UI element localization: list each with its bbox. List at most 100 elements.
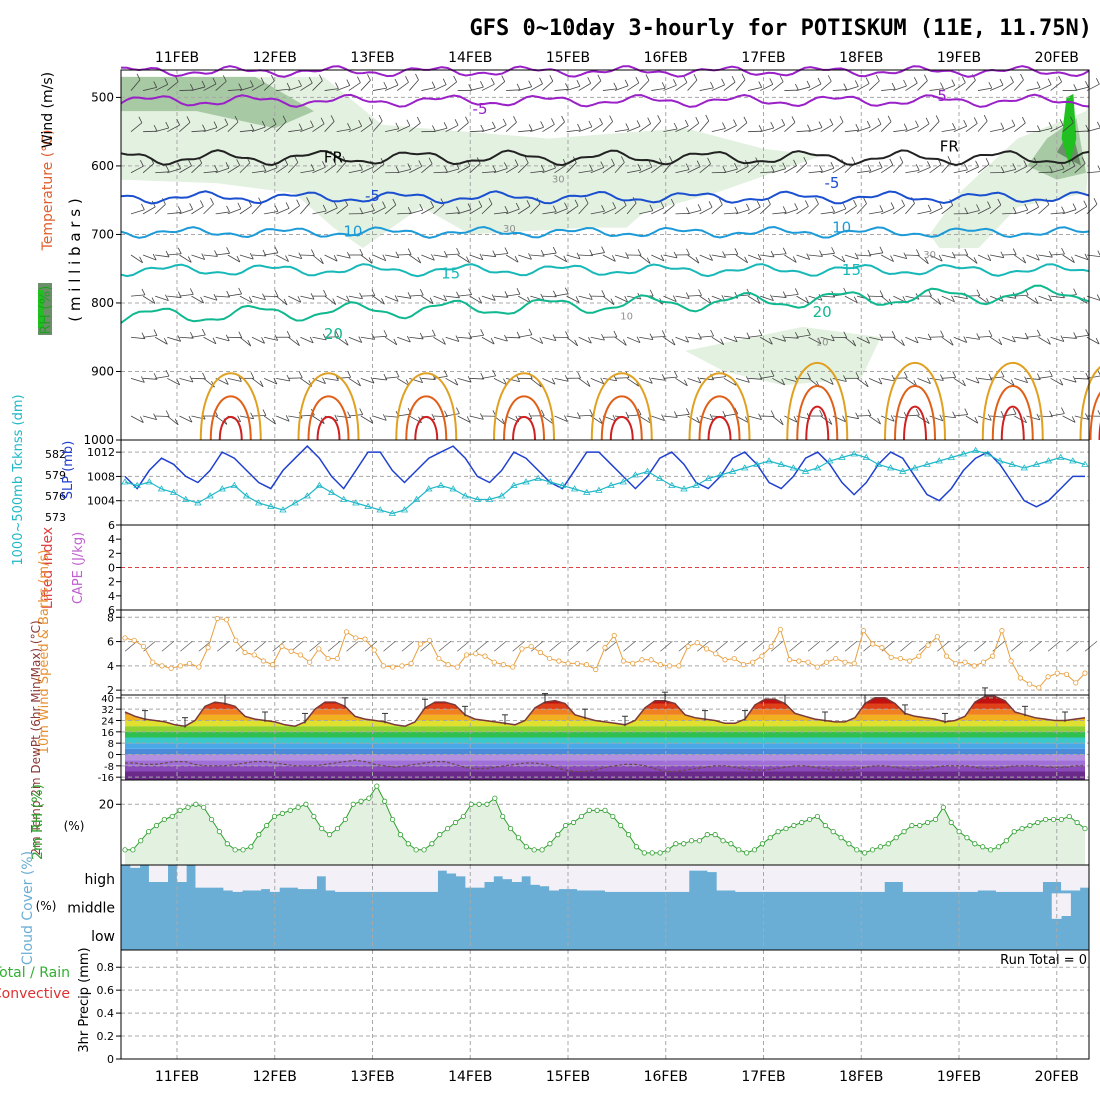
cloud-high-bar (484, 865, 494, 882)
wind-barb-flag (274, 290, 279, 297)
wind-barb-flag (888, 298, 893, 306)
wind-barb (711, 128, 726, 133)
thickness-marker (947, 453, 956, 460)
cloud-high-bar (288, 865, 299, 888)
wind-barb-flag (698, 289, 702, 296)
wind-barb (288, 295, 302, 303)
wind-barb-flag (815, 197, 819, 205)
wind-barb (457, 415, 471, 423)
wind-barb-flag (177, 162, 182, 169)
wind-barb-flag (371, 289, 376, 296)
wind-barb-flag (1085, 80, 1089, 88)
wind-barb-flag (1059, 378, 1064, 386)
wind-barb (542, 336, 557, 341)
wind-barb (493, 81, 505, 91)
wind-barb (614, 336, 627, 346)
wind-barb (602, 207, 616, 215)
wind-barb-flag (758, 329, 763, 336)
wind-barb-flag (976, 333, 981, 340)
wind-barb-flag (213, 294, 218, 301)
wind-barb-flag (419, 288, 424, 296)
wind-barb (505, 122, 517, 132)
wind-barb (372, 254, 386, 262)
wind-barb (179, 208, 193, 215)
wind-barb-flag (444, 165, 448, 173)
wind10m-point (870, 641, 876, 647)
cloud-high-bar (214, 865, 224, 888)
wind-barb (760, 127, 774, 133)
wind-barb-flag (839, 115, 844, 123)
wind-barb (203, 83, 217, 91)
wind-barb (687, 79, 698, 91)
wind-barb-flag (564, 415, 568, 422)
wind-barb-flag (722, 122, 726, 129)
wind-barb (747, 163, 759, 174)
wind-barb-flag (924, 74, 928, 81)
wind-barb (264, 336, 278, 341)
wind-barb-flag (962, 76, 966, 83)
wind-barb (191, 295, 204, 304)
temp-contour-line (120, 284, 1090, 324)
temp-warm-contour (991, 385, 1034, 441)
thickness-marker (412, 495, 421, 502)
wind-barb-flag (710, 81, 714, 89)
wind-barb-flag (1097, 369, 1100, 376)
slp-line (124, 445, 1085, 508)
wind-barb (167, 81, 179, 91)
wind-barb (675, 295, 690, 299)
thickness-marker (971, 446, 980, 453)
rh2m-point (523, 844, 529, 850)
wind-barb (179, 415, 193, 423)
wind-barb-flag (685, 292, 690, 299)
wind10m-barb (715, 641, 728, 652)
ylabel-temp-dewpoint: 2m Temp 2m DewPt (6hr Min/Max) (°C) (29, 620, 43, 855)
wind-barb (1062, 377, 1077, 383)
wind-barb (288, 336, 300, 346)
wind-barb (748, 87, 762, 91)
wind-barb (578, 170, 593, 174)
wind10m-point (879, 645, 885, 651)
wind-barb-flag (139, 256, 143, 264)
wind-barb-flag (708, 201, 713, 208)
wind-barb-flag (963, 120, 968, 127)
wind-barb (481, 295, 496, 301)
wind-barb (1062, 254, 1075, 263)
wind-barb-flag (1071, 256, 1075, 263)
wind-barb-flag (1096, 78, 1100, 85)
wind-barb-flag (890, 255, 894, 262)
wind-barb (384, 204, 397, 215)
wind-barb-flag (733, 335, 738, 342)
wind-barb-flag (1011, 335, 1016, 343)
wind-barb (251, 378, 264, 388)
wind-barb (191, 254, 205, 260)
rh2m-point (1043, 816, 1049, 823)
cloud-high-bar (809, 865, 820, 892)
wind-barb (614, 377, 630, 379)
wind-barb-flag (1073, 288, 1077, 295)
wind-barb-flag (234, 115, 239, 123)
wind-barb-flag (270, 74, 275, 82)
wind-barb (433, 254, 448, 258)
rh2m-tick-label: 20 (99, 797, 114, 811)
wind-barb (832, 208, 847, 215)
wind-barb-flag (490, 337, 495, 345)
wind-barb (397, 125, 411, 133)
wind-barb (953, 414, 968, 417)
wind10m-barb (1066, 641, 1079, 652)
wind-barb-flag (696, 416, 701, 424)
rh2m-point (295, 804, 301, 810)
contour-label: 10 (816, 338, 829, 349)
temp-warm-contour (405, 395, 448, 441)
wind-barb (748, 335, 763, 338)
wind-barb-flag (551, 118, 555, 125)
rh2m-point (256, 832, 262, 838)
thickness-marker (364, 502, 372, 509)
cloud-high-bar (977, 865, 988, 891)
wind-barb (457, 377, 472, 383)
thickness-marker (169, 488, 178, 495)
wind-barb (179, 294, 194, 297)
rh2m-point (862, 850, 868, 856)
wind-barb (977, 377, 992, 381)
wind10m-point (814, 664, 820, 670)
contour-label: -5 (824, 174, 839, 192)
